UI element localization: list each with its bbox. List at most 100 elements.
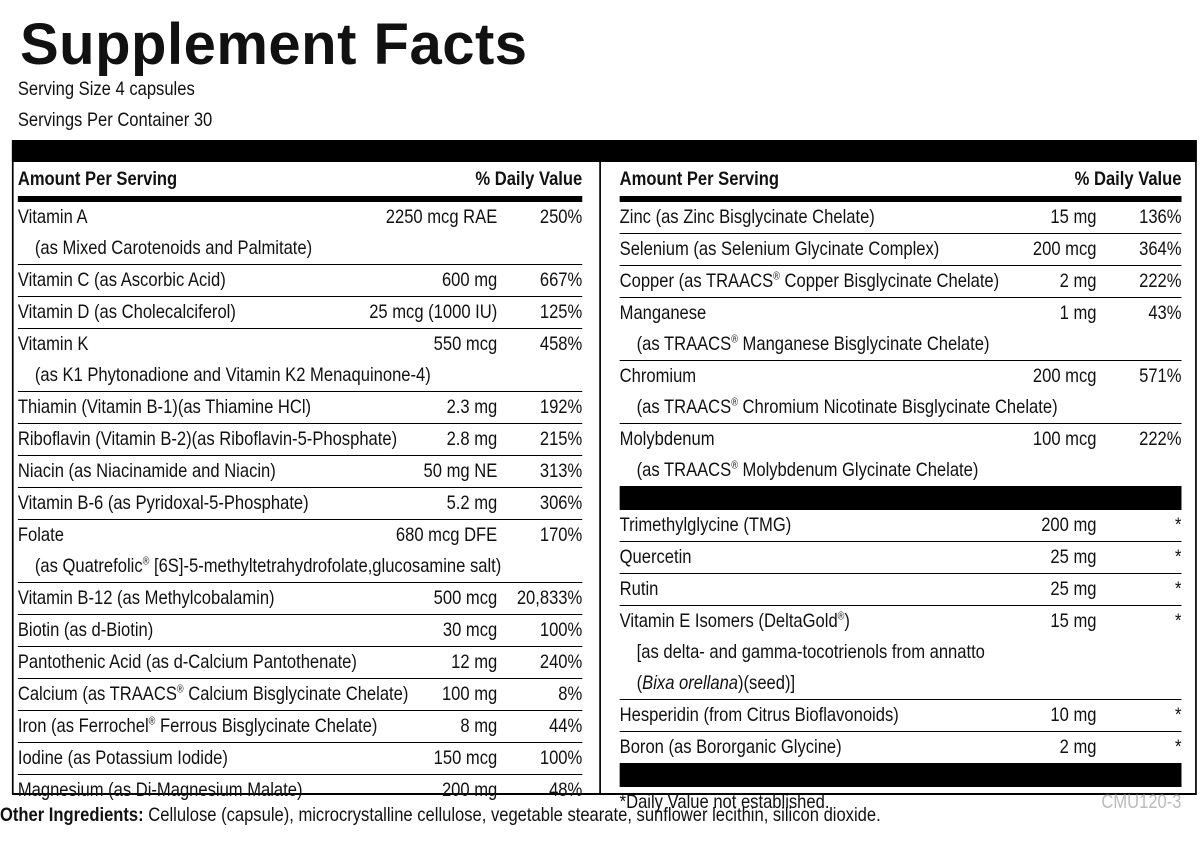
nutrient-daily-value: * xyxy=(1175,546,1182,568)
nutrient-daily-value: 44% xyxy=(549,715,583,737)
nutrient-daily-value: 240% xyxy=(539,651,583,673)
nutrient-name: Hesperidin (from Citrus Bioflavonoids) xyxy=(619,704,899,726)
nutrient-amount: 2250 mcg RAE xyxy=(385,206,498,228)
nutrient-amount: 2 mg xyxy=(1059,270,1097,292)
top-bar xyxy=(11,140,1197,162)
nutrient-daily-value: 364% xyxy=(1139,238,1182,260)
nutrient-daily-value: 222% xyxy=(1139,270,1182,292)
other-ingredients-label: Other Ingredients: xyxy=(0,804,144,826)
nutrient-name: Niacin (as Niacinamide and Niacin) xyxy=(17,460,276,482)
daily-value-header: % Daily Value xyxy=(475,168,583,190)
nutrient-detail: (as TRAACS® Manganese Bisglycinate Chela… xyxy=(636,333,990,355)
nutrient-name: Thiamin (Vitamin B-1)(as Thiamine HCl) xyxy=(17,396,312,418)
nutrient-amount: 680 mcg DFE xyxy=(395,524,498,546)
nutrient-amount: 25 mg xyxy=(1050,578,1097,600)
nutrient-detail-part: )(seed)] xyxy=(737,672,796,694)
nutrient-name: Folate xyxy=(17,524,64,546)
nutrient-daily-value: 667% xyxy=(539,269,583,291)
nutrient-row: Vitamin B-6 (as Pyridoxal-5-Phosphate) 5.… xyxy=(17,488,583,520)
nutrient-name: Vitamin E Isomers (DeltaGold®) xyxy=(619,610,850,632)
nutrient-name: Iron (as Ferrochel® Ferrous Bisglycinate… xyxy=(17,715,378,737)
column-header: Amount Per Serving % Daily Value xyxy=(619,162,1182,202)
right-panel: Amount Per Serving % Daily Value Zinc (as … xyxy=(619,162,1182,818)
nutrient-amount: 12 mg xyxy=(451,651,498,673)
nutrient-daily-value: 43% xyxy=(1148,302,1182,324)
column-divider xyxy=(599,162,601,793)
nutrient-row: Vitamin A 2250 mcg RAE 250% (as Mixed Carot… xyxy=(17,202,583,265)
daily-value-header: % Daily Value xyxy=(1074,168,1182,190)
footnote-line: *Daily Value not established. CMU120-3 xyxy=(620,787,1182,818)
nutrient-daily-value: 100% xyxy=(539,747,583,769)
footnote: *Daily Value not established. xyxy=(619,791,830,813)
nutrient-row: Zinc (as Zinc Bisglycinate Chelate) 15 mg… xyxy=(619,202,1182,234)
nutrient-name: Iodine (as Potassium Iodide) xyxy=(17,747,228,769)
nutrient-daily-value: 192% xyxy=(539,396,583,418)
label-code: CMU120-3 xyxy=(1101,791,1182,813)
nutrient-row: Pantothenic Acid (as d-Calcium Pantothen… xyxy=(17,647,583,679)
nutrient-row: Iron (as Ferrochel® Ferrous Bisglycinate… xyxy=(17,711,583,743)
nutrient-amount: 550 mcg xyxy=(433,333,498,355)
nutrient-daily-value: * xyxy=(1175,578,1182,600)
nutrient-row: Chromium 200 mcg 571% (as TRAACS® Chromium … xyxy=(619,361,1182,424)
nutrient-detail: (Bixa orellana)(seed)] xyxy=(620,668,1182,699)
nutrient-daily-value: 250% xyxy=(539,206,583,228)
nutrient-daily-value: 20,833% xyxy=(516,587,583,609)
nutrient-daily-value: * xyxy=(1175,610,1182,632)
column-header: Amount Per Serving % Daily Value xyxy=(17,162,583,202)
nutrient-daily-value: 215% xyxy=(539,428,583,450)
nutrient-daily-value: * xyxy=(1175,736,1182,758)
nutrient-daily-value: * xyxy=(1175,514,1182,536)
nutrient-row: Vitamin E Isomers (DeltaGold®) 15 mg * [as … xyxy=(619,606,1182,700)
nutrient-row: Vitamin B-12 (as Methylcobalamin) 500 mcg… xyxy=(17,583,583,615)
nutrient-amount: 100 mcg xyxy=(1032,428,1097,450)
section-bar xyxy=(619,763,1182,787)
nutrient-name: Quercetin xyxy=(619,546,692,568)
nutrient-name: Molybdenum xyxy=(619,428,715,450)
nutrient-name: Vitamin D (as Cholecalciferol) xyxy=(17,301,236,323)
nutrient-daily-value: 8% xyxy=(558,683,583,705)
nutrient-row: Manganese 1 mg 43% (as TRAACS® Manganese Bi… xyxy=(619,298,1182,361)
nutrient-amount: 150 mcg xyxy=(433,747,498,769)
nutrient-name: Vitamin B-6 (as Pyridoxal-5-Phosphate) xyxy=(17,492,309,514)
nutrient-amount: 200 mg xyxy=(1041,514,1097,536)
nutrient-amount: 200 mg xyxy=(441,779,498,801)
nutrient-daily-value: 100% xyxy=(539,619,583,641)
nutrient-detail-part: ( xyxy=(636,672,643,694)
nutrient-detail: (as K1 Phytonadione and Vitamin K2 Menaq… xyxy=(34,364,431,386)
left-panel: Amount Per Serving % Daily Value Vitamin A… xyxy=(17,162,583,806)
nutrient-amount: 200 mcg xyxy=(1032,365,1097,387)
nutrient-amount: 50 mg NE xyxy=(423,460,498,482)
nutrient-name: Vitamin B-12 (as Methylcobalamin) xyxy=(17,587,275,609)
nutrient-detail: (as Quatrefolic® [6S]-5-methyltetrahydro… xyxy=(34,555,502,577)
nutrient-daily-value: 136% xyxy=(1139,206,1182,228)
nutrient-amount: 2.8 mg xyxy=(446,428,498,450)
nutrient-row: Thiamin (Vitamin B-1)(as Thiamine HCl) 2.… xyxy=(17,392,583,424)
nutrient-row: Calcium (as TRAACS® Calcium Bisglycinate… xyxy=(17,679,583,711)
nutrient-row: Iodine (as Potassium Iodide) 150 mcg 100% xyxy=(17,743,583,775)
nutrient-name: Magnesium (as Di-Magnesium Malate) xyxy=(17,779,303,801)
nutrient-row: Riboflavin (Vitamin B-2)(as Riboflavin-5… xyxy=(17,424,583,456)
nutrient-row: Molybdenum 100 mcg 222% (as TRAACS® Molybde… xyxy=(620,424,1182,486)
nutrient-amount: 15 mg xyxy=(1050,206,1097,228)
nutrient-row: Vitamin D (as Cholecalciferol) 25 mcg (10… xyxy=(17,297,583,329)
nutrient-name: Chromium xyxy=(619,365,697,387)
nutrient-detail: (as TRAACS® Chromium Nicotinate Bisglyci… xyxy=(636,396,1058,418)
nutrient-detail: (as TRAACS® Molybdenum Glycinate Chelate… xyxy=(636,459,979,481)
nutrient-amount: 1 mg xyxy=(1059,302,1097,324)
nutrient-row: Boron (as Bororganic Glycine) 2 mg * xyxy=(620,732,1182,763)
title: Supplement Facts xyxy=(20,12,528,77)
nutrient-amount: 600 mg xyxy=(441,269,498,291)
serving-size: Serving Size 4 capsules xyxy=(17,78,195,100)
nutrient-amount: 25 mcg (1000 IU) xyxy=(369,301,498,323)
nutrient-amount: 8 mg xyxy=(460,715,498,737)
amount-header: Amount Per Serving xyxy=(619,168,779,190)
nutrient-name: Riboflavin (Vitamin B-2)(as Riboflavin-5… xyxy=(17,428,398,450)
nutrient-row: Folate 680 mcg DFE 170% (as Quatrefolic® [6… xyxy=(17,520,583,583)
nutrient-amount: 100 mg xyxy=(441,683,498,705)
nutrient-name: Calcium (as TRAACS® Calcium Bisglycinate… xyxy=(17,683,409,705)
nutrient-name: Pantothenic Acid (as d-Calcium Pantothen… xyxy=(17,651,357,673)
nutrient-amount: 10 mg xyxy=(1050,704,1097,726)
nutrient-name: Trimethylglycine (TMG) xyxy=(619,514,792,536)
nutrient-daily-value: 125% xyxy=(539,301,583,323)
